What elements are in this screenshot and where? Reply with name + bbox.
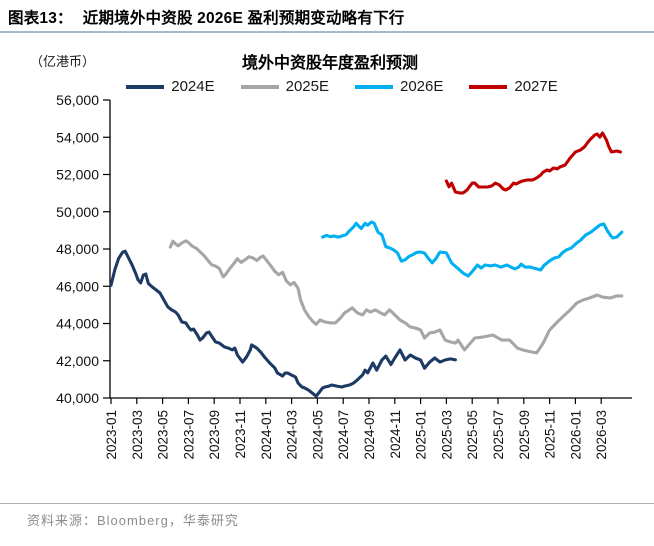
x-tick-label: 2024-03 [285,410,300,460]
figure-caption: 图表13： 近期境外中资股 2026E 盈利预期变动略有下行 [8,6,648,28]
x-tick-label: 2023-11 [233,410,248,459]
figure-caption-label: 图表13： [8,10,73,27]
chart-legend: 2024E 2025E 2026E 2027E [30,78,654,95]
x-tick-label: 2025-11 [543,410,558,459]
legend-item-2027e: 2027E [469,78,558,95]
x-tick-label: 2026-03 [594,410,609,460]
series-line-2025e [168,239,624,355]
y-tick-label: 44,000 [56,316,99,332]
source-note: 资料来源：Bloomberg，华泰研究 [27,513,239,528]
y-tick-label: 48,000 [56,241,99,257]
x-tick-label: 2026-01 [568,410,583,460]
caption-divider [0,31,654,33]
y-tick-label: 42,000 [56,353,99,369]
x-tick-label: 2024-05 [310,410,325,460]
legend-swatch [240,84,279,89]
legend-label: 2027E [514,78,558,95]
y-tick-label: 56,000 [56,95,99,108]
legend-label: 2025E [285,78,329,95]
x-tick-label: 2025-07 [491,410,506,460]
legend-swatch [469,84,508,89]
legend-item-2026e: 2026E [355,78,443,95]
x-tick-label: 2023-01 [104,410,119,460]
x-tick-label: 2024-07 [336,410,351,460]
legend-swatch [355,84,393,89]
x-tick-label: 2024-01 [259,410,274,460]
x-tick-label: 2023-09 [207,410,222,460]
x-tick-label: 2025-03 [439,410,454,460]
x-tick-label: 2023-05 [156,410,171,460]
y-tick-label: 52,000 [56,167,99,183]
footer-divider [0,503,654,504]
legend-label: 2026E [400,78,444,95]
x-tick-label: 2025-01 [414,410,429,460]
legend-label: 2024E [171,78,215,95]
x-tick-label: 2025-09 [517,410,532,460]
y-tick-label: 50,000 [56,204,99,220]
legend-item-2024e: 2024E [126,78,215,95]
x-tick-label: 2025-05 [465,410,480,460]
series-line-2024e [109,249,457,398]
legend-item-2025e: 2025E [240,78,329,95]
y-axis-unit-label: （亿港币） [30,54,96,69]
x-tick-label: 2023-03 [130,410,145,460]
y-tick-label: 46,000 [56,278,99,294]
series-line-2026e [321,220,624,278]
x-tick-label: 2023-07 [181,410,196,460]
figure-caption-title: 近期境外中资股 2026E 盈利预期变动略有下行 [82,10,405,27]
x-tick-label: 2024-09 [362,410,377,460]
chart-title: 境外中资股年度盈利预测 [241,55,418,72]
line-chart: 40,000 42,000 44,000 46,000 48,000 50,000 52,0… [56,95,632,460]
y-tick-label: 54,000 [56,129,99,145]
legend-swatch [126,84,165,89]
x-tick-label: 2024-11 [388,410,403,459]
series-line-2027e [444,131,623,195]
y-tick-label: 40,000 [56,390,99,406]
